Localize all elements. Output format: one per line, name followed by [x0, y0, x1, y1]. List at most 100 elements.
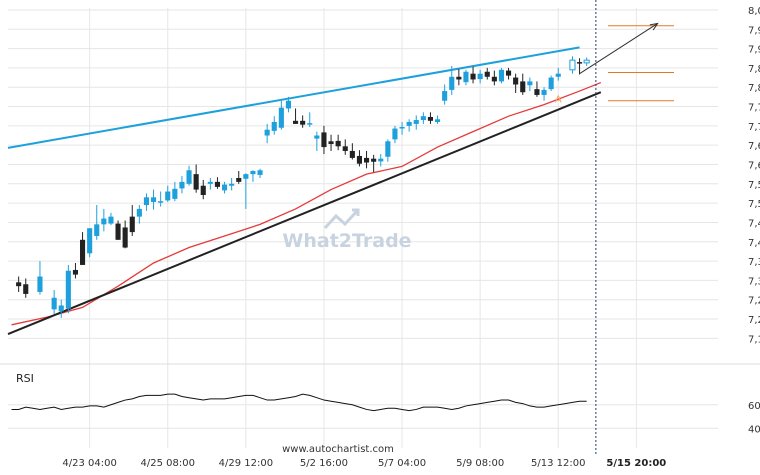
- watermark: What2Trade: [282, 208, 412, 252]
- candle-body: [264, 129, 270, 136]
- y-tick-label: 7,734.9845: [748, 122, 760, 133]
- candle: [527, 77, 533, 92]
- candle-body: [200, 185, 206, 195]
- candle-body: [79, 239, 86, 265]
- y-tick-label: 7,984.9845: [748, 25, 760, 36]
- watermark-text: What2Trade: [282, 230, 411, 252]
- candle: [399, 121, 405, 135]
- candle: [314, 131, 320, 151]
- candle: [371, 154, 377, 173]
- candle-body: [406, 121, 412, 126]
- candle-body: [122, 227, 128, 248]
- candle: [143, 193, 150, 211]
- candle-body: [434, 119, 441, 122]
- candle: [569, 56, 576, 74]
- support-trendline: [7, 91, 602, 336]
- candle-body: [207, 181, 213, 184]
- candle-body: [23, 284, 29, 294]
- candle-body: [16, 282, 22, 287]
- candle-body: [278, 107, 284, 128]
- candle-body: [271, 121, 277, 131]
- candle: [243, 173, 249, 209]
- y-tick-label: 7,284.9845: [748, 296, 760, 307]
- candle-body: [257, 170, 263, 175]
- candle: [150, 189, 157, 210]
- candle: [356, 150, 363, 167]
- candle-body: [342, 146, 348, 151]
- candle: [456, 69, 462, 86]
- candle-body: [165, 191, 171, 201]
- candle-body: [51, 297, 57, 310]
- y-tick-label: 7,434.9845: [748, 238, 760, 249]
- candle-body: [548, 77, 554, 90]
- forecast-arrow: [579, 22, 659, 75]
- candle: [87, 228, 93, 258]
- candle: [335, 134, 341, 151]
- y-tick-label: 7,384.9845: [748, 257, 760, 268]
- candle: [513, 73, 519, 93]
- candle: [548, 75, 554, 92]
- y-tick-label: 7,334.9845: [748, 276, 760, 287]
- x-tick-label: 5/7 04:00: [378, 458, 426, 469]
- rsi-line: [11, 393, 587, 412]
- candle: [534, 81, 540, 97]
- candle: [463, 69, 469, 86]
- candle: [434, 115, 441, 124]
- candle: [58, 299, 64, 318]
- candle-body: [363, 157, 370, 163]
- trend-lines: [7, 46, 602, 336]
- candle-body: [541, 89, 547, 95]
- candle-body: [186, 170, 192, 184]
- resistance-trendline: [7, 46, 580, 149]
- candle-body: [229, 183, 235, 186]
- candle: [278, 100, 284, 130]
- candle-body: [292, 120, 299, 124]
- candle: [583, 57, 590, 66]
- candle: [484, 67, 490, 80]
- candle: [37, 261, 43, 295]
- candle-body: [37, 276, 43, 292]
- x-tick-label: 5/2 16:00: [300, 458, 348, 469]
- moving-average: [11, 81, 602, 326]
- candle: [65, 264, 71, 314]
- y-tick-label: 7,934.9845: [748, 45, 760, 56]
- candle: [406, 119, 412, 132]
- candle: [491, 70, 497, 86]
- candle: [108, 212, 114, 226]
- rsi-panel: [11, 393, 587, 412]
- candle-body: [356, 155, 363, 164]
- candle-body: [470, 73, 476, 80]
- candle-body: [300, 120, 306, 125]
- candle: [520, 73, 526, 95]
- y-tick-label: 7,484.9845: [748, 218, 760, 229]
- candle: [470, 66, 476, 84]
- candles: [16, 56, 590, 318]
- candle-body: [392, 128, 398, 140]
- candle-body: [477, 73, 483, 80]
- candle: [264, 123, 270, 144]
- candle: [257, 168, 263, 178]
- candle: [16, 276, 22, 292]
- candle: [207, 178, 213, 190]
- candle: [555, 67, 561, 81]
- candle-body: [534, 89, 540, 95]
- candle: [385, 139, 391, 162]
- pattern-marker-label: A: [555, 94, 562, 105]
- candle: [427, 112, 434, 124]
- candle: [420, 112, 426, 124]
- candle-body: [378, 158, 384, 162]
- candle: [328, 134, 334, 151]
- rsi-tick-label: 40: [748, 424, 760, 435]
- candle-body: [484, 71, 490, 77]
- candle-body: [349, 150, 355, 158]
- candle: [51, 290, 57, 314]
- candle-body: [58, 305, 64, 312]
- candle: [477, 69, 483, 84]
- candle: [101, 208, 107, 232]
- candle-body: [491, 76, 497, 82]
- rsi-grid: [8, 404, 718, 429]
- candle: [179, 176, 185, 194]
- candle-body: [150, 197, 157, 202]
- candle-body: [108, 216, 114, 224]
